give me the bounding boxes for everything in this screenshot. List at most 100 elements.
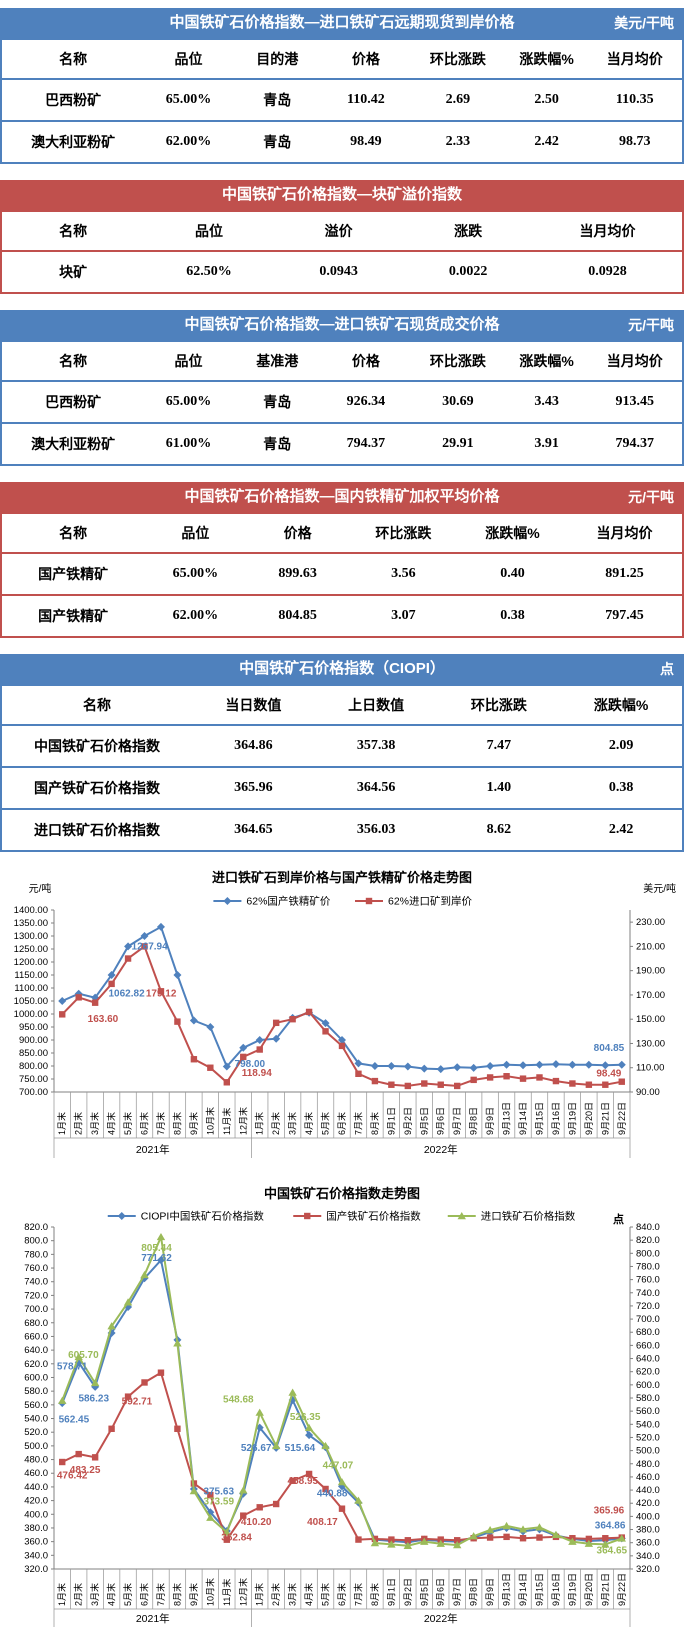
square-marker-icon: [470, 1076, 477, 1084]
value-cell: 98.73: [587, 120, 683, 163]
x-axis-category-label: 11月末: [221, 1108, 232, 1135]
diamond-marker-icon: [519, 1061, 528, 1070]
series-diamond: [58, 922, 626, 1074]
value-cell: 364.56: [314, 766, 438, 809]
diamond-marker-icon: [140, 932, 149, 940]
value-cell: 364.65: [191, 808, 315, 851]
triangle-marker-icon: [156, 1232, 166, 1241]
square-marker-icon: [190, 1056, 198, 1063]
price-table-import-spot-deal: 中国铁矿石价格指数—进口铁矿石现货成交价格 元/干吨 名称 品位 基准港 价格 环比涨跌 涨跌…: [0, 310, 684, 466]
right-axis-unit-label: 美元/吨: [643, 882, 676, 895]
table-unit-label: 元/干吨: [628, 317, 674, 333]
ciopi-trend-chart-block: 中国铁矿石价格指数走势图点 CIOPI中国铁矿石价格指数 国产铁矿石价格指数 进口铁矿…: [0, 1171, 684, 1632]
x-axis-category-label: 5月末: [122, 1583, 133, 1606]
column-header: 环比涨跌: [429, 51, 486, 67]
right-axis-tick-label: 480.0: [636, 1459, 660, 1470]
square-marker-icon: [272, 1019, 280, 1027]
square-marker-icon: [421, 1080, 428, 1087]
table-title: 中国铁矿石价格指数（CIOPI）: [239, 660, 445, 677]
square-marker-icon: [75, 1450, 82, 1458]
table-header-row: 名称 品位 价格 环比涨跌 涨跌幅% 当月均价: [1, 513, 683, 553]
data-point-label: 562.45: [59, 1414, 90, 1425]
legend-label: CIOPI中国铁矿石价格指数: [141, 1210, 265, 1223]
right-axis-tick-label: 740.0: [636, 1288, 660, 1299]
x-axis-category-label: 9月14日: [518, 1573, 528, 1606]
right-axis-tick-label: 440.0: [636, 1485, 660, 1496]
triangle-marker-icon: [206, 1513, 215, 1521]
data-point-label: 526.35: [290, 1412, 321, 1423]
right-axis-tick-label: 420.0: [636, 1498, 660, 1509]
x-axis-category-label: 9月9日: [485, 1578, 495, 1606]
square-marker-icon: [437, 1081, 444, 1088]
x-axis-category-label: 9月21日: [600, 1573, 610, 1606]
value-cell: 0.0943: [273, 250, 404, 293]
column-header: 当月均价: [596, 525, 653, 541]
x-axis-category-label: 7月末: [155, 1583, 166, 1606]
right-axis-unit-label: 点: [613, 1212, 624, 1226]
x-axis-category-label: 9月2日: [403, 1107, 413, 1135]
x-axis-category-label: 9月13日: [502, 1573, 512, 1606]
column-header: 价格: [283, 525, 312, 541]
left-axis-tick-label: 820.0: [24, 1222, 48, 1233]
left-axis-tick-label: 680.0: [24, 1318, 48, 1329]
data-point-label: 447.07: [323, 1460, 354, 1471]
data-point-label: 364.65: [597, 1545, 628, 1556]
data-point-label: 548.68: [223, 1394, 254, 1405]
value-cell: 2.09: [560, 724, 683, 767]
x-axis-category-label: 2月末: [270, 1583, 281, 1606]
table-header-row: 名称 品位 溢价 涨跌 当月均价: [1, 211, 683, 251]
left-axis-tick-label: 900.00: [19, 1035, 48, 1046]
data-point-label: 526.67: [241, 1443, 272, 1454]
x-axis-category-label: 7月末: [352, 1112, 363, 1135]
data-point-label: 440.88: [317, 1488, 348, 1499]
diamond-marker-icon: [206, 1508, 215, 1517]
data-point-label: 179.12: [146, 988, 177, 999]
triangle-marker-icon: [304, 1423, 314, 1432]
left-axis-tick-label: 1150.00: [14, 970, 48, 981]
x-axis-category-label: 9月9日: [485, 1107, 495, 1135]
left-axis-tick-label: 1200.00: [14, 957, 48, 968]
triangle-marker-icon: [222, 1528, 231, 1536]
data-point-label: 375.63: [203, 1486, 234, 1497]
data-point-label: 586.23: [78, 1393, 109, 1404]
x-axis-category-label: 9月7日: [452, 1107, 462, 1135]
value-cell: 356.03: [314, 808, 438, 851]
square-marker-icon: [141, 943, 148, 950]
square-marker-icon: [108, 1425, 115, 1432]
diamond-marker-icon: [354, 1059, 363, 1068]
column-header: 当日数值: [225, 697, 282, 713]
x-axis-category-label: 12月末: [237, 1107, 248, 1135]
right-axis-tick-label: 780.0: [636, 1261, 660, 1272]
x-axis-category-label: 9月7日: [452, 1578, 462, 1606]
right-axis-tick-label: 460.0: [636, 1472, 660, 1483]
left-axis-tick-label: 750.00: [19, 1074, 48, 1085]
diamond-marker-icon: [255, 1036, 264, 1044]
square-marker-icon: [75, 994, 82, 1001]
diamond-marker-icon: [124, 942, 133, 951]
table-title: 中国铁矿石价格指数—块矿溢价指数: [221, 186, 462, 203]
table-title-bar: 中国铁矿石价格指数（CIOPI） 点: [0, 654, 684, 684]
diamond-marker-icon: [239, 1043, 248, 1052]
diamond-marker-icon: [403, 1062, 412, 1071]
data-table: 名称 品位 目的港 价格 环比涨跌 涨跌幅% 当月均价 巴西粉矿 65.00% 青岛 110.42 2…: [0, 38, 684, 164]
data-point-label: 1267.94: [132, 941, 169, 952]
value-cell: 65.00%: [144, 552, 247, 595]
triangle-marker-icon: [485, 1526, 495, 1534]
right-axis-tick-label: 720.0: [636, 1301, 660, 1312]
value-cell: 2.42: [505, 120, 588, 163]
legend-item: 62%进口矿到岸价: [355, 895, 473, 908]
square-marker-icon: [59, 1458, 66, 1466]
right-axis-tick-label: 800.0: [636, 1248, 660, 1259]
column-header: 当月均价: [606, 51, 663, 67]
left-axis-tick-label: 760.0: [24, 1263, 48, 1274]
table-row: 中国铁矿石价格指数 364.86 357.38 7.47 2.09: [1, 724, 683, 767]
value-cell: 1.40: [437, 766, 561, 809]
diamond-marker-icon: [502, 1060, 511, 1069]
table-unit-label: 元/干吨: [628, 489, 674, 505]
data-point-label: 364.86: [595, 1521, 626, 1532]
value-cell: 794.37: [587, 422, 683, 465]
value-cell: 3.56: [348, 552, 458, 595]
x-axis-category-label: 9月6日: [436, 1107, 446, 1135]
table-row: 巴西粉矿 65.00% 青岛 926.34 30.69 3.43 913.45: [1, 380, 683, 423]
